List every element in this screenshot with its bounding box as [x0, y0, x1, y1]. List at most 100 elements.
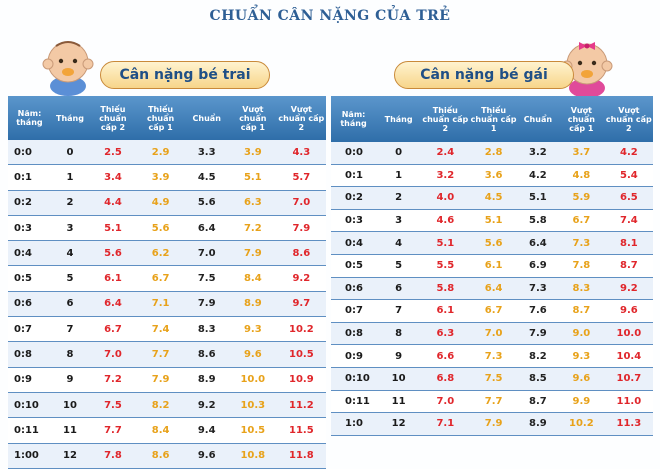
cell-overweight-2: 10.5: [276, 341, 326, 368]
table-row: 0:2 2 4.4 4.9 5.6 6.3 7.0: [8, 190, 326, 216]
cell-overweight-1: 7.9: [228, 240, 277, 267]
cell-overweight-1: 3.9: [228, 140, 277, 166]
cell-overweight-2: 7.9: [276, 215, 326, 242]
boy-weight-label: Cân nặng bé trai: [100, 61, 270, 89]
table-row: 0:5 5 5.5 6.1 6.9 7.8 8.7: [331, 254, 653, 278]
cell-standard: 7.3: [517, 277, 558, 301]
cell-month: 1: [50, 164, 90, 191]
cell-month: 5: [376, 254, 422, 278]
girl-weight-label: Cân nặng bé gái: [394, 61, 574, 89]
header-overweight-2: Vượt chuẩn cấp 2: [605, 105, 652, 133]
cell-overweight-1: 9.6: [228, 341, 277, 368]
cell-underweight-2: 2.5: [89, 140, 137, 166]
cell-standard: 6.9: [517, 254, 558, 278]
cell-month: 7: [376, 299, 422, 323]
cell-overweight-1: 6.3: [228, 190, 277, 216]
cell-age: 0:8: [8, 341, 51, 368]
cell-overweight-2: 9.6: [604, 299, 653, 323]
page-title: CHUẨN CÂN NẶNG CỦA TRẺ: [209, 8, 451, 24]
cell-standard: 4.2: [517, 164, 558, 188]
cell-overweight-2: 11.2: [276, 392, 326, 419]
cell-standard: 7.9: [184, 291, 229, 318]
cell-underweight-1: 7.5: [469, 367, 518, 391]
cell-underweight-2: 3.2: [421, 164, 470, 188]
cell-underweight-2: 6.6: [421, 344, 470, 368]
cell-month: 9: [50, 367, 90, 393]
cell-underweight-1: 8.4: [136, 417, 185, 444]
cell-standard: 8.7: [517, 390, 558, 414]
cell-standard: 7.9: [517, 322, 558, 346]
table-row: 0:11 11 7.0 7.7 8.7 9.9 11.0: [331, 390, 653, 414]
cell-month: 3: [50, 215, 90, 242]
cell-age: 0:8: [331, 322, 377, 346]
cell-underweight-1: 7.9: [136, 367, 185, 393]
cell-underweight-1: 3.6: [469, 164, 518, 188]
header-underweight-1: Thiếu chuẩn cấp 1: [470, 105, 517, 133]
cell-overweight-1: 4.8: [558, 164, 605, 188]
baby-boy-icon: [38, 36, 102, 96]
table-row: 0:1 1 3.4 3.9 4.5 5.1 5.7: [8, 164, 326, 191]
cell-underweight-1: 4.9: [136, 190, 185, 216]
cell-overweight-2: 11.3: [604, 412, 653, 436]
cell-month: 0: [50, 140, 90, 166]
table-row: 0:7 7 6.1 6.7 7.6 8.7 9.6: [331, 299, 653, 323]
cell-standard: 3.3: [184, 140, 229, 166]
cell-month: 8: [376, 322, 422, 346]
cell-month: 12: [50, 443, 90, 469]
cell-overweight-1: 7.8: [558, 254, 605, 278]
cell-underweight-2: 6.4: [89, 291, 137, 318]
cell-overweight-2: 8.7: [604, 254, 653, 278]
cell-age: 0:11: [8, 417, 51, 444]
table-row: 0:3 3 4.6 5.1 5.8 6.7 7.4: [331, 209, 653, 233]
cell-age: 0:3: [331, 209, 377, 233]
cell-underweight-2: 6.8: [421, 367, 470, 391]
header-overweight-1: Vượt chuẩn cấp 1: [239, 104, 267, 132]
header-underweight-2: Thiếu chuẩn cấp 2: [422, 105, 469, 133]
cell-age: 0:7: [331, 299, 377, 323]
cell-overweight-2: 7.0: [276, 190, 326, 216]
cell-underweight-1: 5.1: [469, 209, 518, 233]
header-overweight-1: Vượt chuẩn cấp 1: [567, 105, 595, 133]
cell-month: 11: [50, 417, 90, 444]
cell-overweight-1: 10.8: [228, 443, 277, 469]
table-row: 1:0 12 7.1 7.9 8.9 10.2 11.3: [331, 412, 653, 436]
cell-standard: 8.2: [517, 344, 558, 368]
table-row: 0:11 11 7.7 8.4 9.4 10.5 11.5: [8, 417, 326, 444]
cell-underweight-1: 6.7: [136, 265, 185, 292]
cell-underweight-2: 2.4: [421, 142, 470, 165]
cell-standard: 4.5: [184, 164, 229, 191]
cell-age: 0:0: [8, 140, 51, 166]
cell-underweight-1: 6.4: [469, 277, 518, 301]
cell-overweight-1: 10.0: [228, 367, 277, 393]
cell-overweight-2: 5.7: [276, 164, 326, 191]
cell-month: 0: [376, 142, 422, 165]
boy-weight-table: Năm: tháng Tháng Thiếu chuẩn cấp 2 Thiếu…: [8, 96, 326, 469]
cell-standard: 5.6: [184, 190, 229, 216]
cell-month: 10: [50, 392, 90, 419]
cell-underweight-2: 7.1: [421, 412, 470, 436]
cell-month: 11: [376, 390, 422, 414]
cell-underweight-2: 3.4: [89, 164, 137, 191]
table-row: 0:3 3 5.1 5.6 6.4 7.2 7.9: [8, 215, 326, 242]
cell-age: 0:1: [331, 164, 377, 188]
cell-overweight-1: 10.2: [558, 412, 605, 436]
cell-overweight-1: 5.1: [228, 164, 277, 191]
cell-underweight-2: 5.8: [421, 277, 470, 301]
cell-overweight-2: 4.2: [604, 142, 653, 165]
cell-age: 0:1: [8, 164, 51, 191]
cell-overweight-1: 7.2: [228, 215, 277, 242]
cell-overweight-2: 11.8: [276, 443, 326, 469]
cell-overweight-2: 8.6: [276, 240, 326, 267]
table-header-row: Năm: tháng Tháng Thiếu chuẩn cấp 2 Thiếu…: [8, 96, 326, 140]
cell-overweight-1: 9.3: [558, 344, 605, 368]
cell-month: 3: [376, 209, 422, 233]
cell-underweight-2: 7.0: [89, 341, 137, 368]
cell-overweight-2: 4.3: [276, 140, 326, 166]
cell-overweight-1: 9.9: [558, 390, 605, 414]
cell-underweight-2: 5.1: [89, 215, 137, 242]
cell-overweight-1: 10.5: [228, 417, 277, 444]
table-row: 0:9 9 7.2 7.9 8.9 10.0 10.9: [8, 367, 326, 393]
table-row: 0:1 1 3.2 3.6 4.2 4.8 5.4: [331, 164, 653, 188]
cell-age: 0:11: [331, 390, 377, 414]
cell-underweight-1: 2.9: [136, 140, 185, 166]
